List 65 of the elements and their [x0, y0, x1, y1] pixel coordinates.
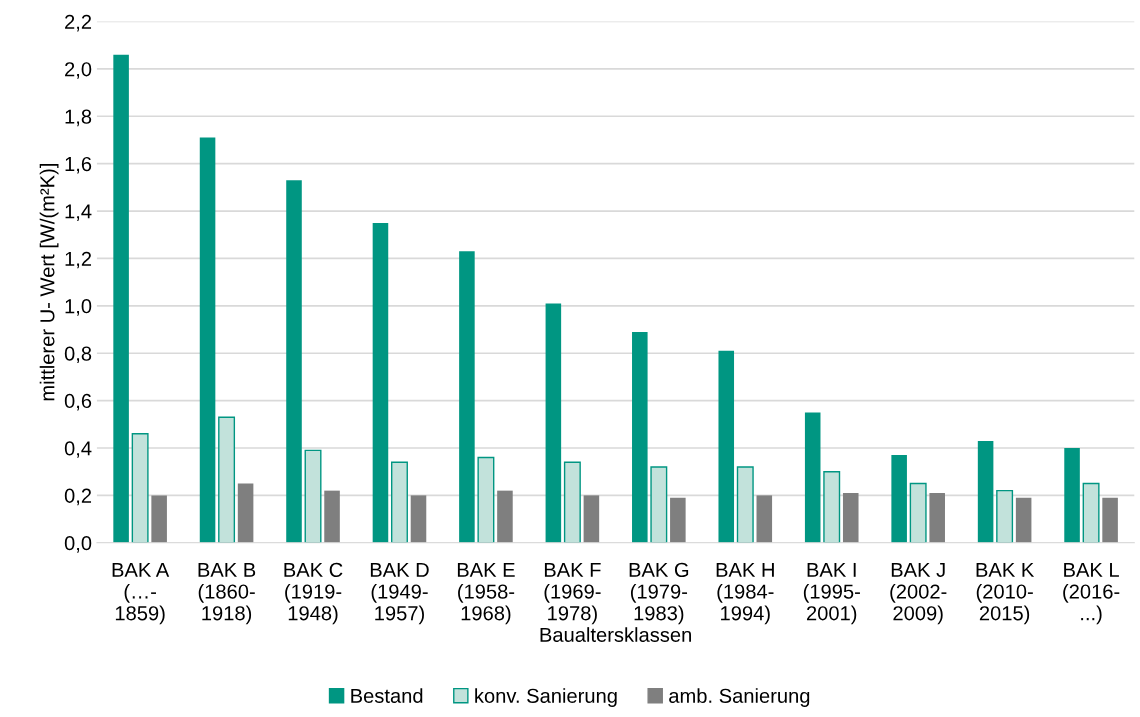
bar [756, 495, 773, 543]
x-tick-label: BAK D (1949- 1957) [370, 562, 429, 625]
y-tick-label: 1,4 [65, 204, 92, 221]
bar [736, 466, 754, 543]
legend-label: Bestand [351, 688, 423, 703]
bar [929, 493, 945, 543]
bar [842, 493, 859, 543]
y-tick-label: 0,6 [64, 393, 92, 411]
bar [237, 483, 254, 543]
bar [996, 489, 1014, 543]
legend-label: amb. Sanierung [669, 688, 810, 707]
y-tick-label: 2,2 [65, 14, 92, 32]
x-tick-label: BAK J (2002- 2009) [890, 562, 947, 625]
x-tick-label: BAK A (…- 1859) [112, 562, 170, 625]
bar [459, 251, 475, 543]
x-tick-label: BAK F (1969- 1978) [544, 562, 601, 625]
bar [804, 412, 821, 543]
legend-label: konv. Sanierung [475, 688, 617, 707]
bar [151, 495, 167, 543]
bar [718, 350, 735, 543]
bar [563, 461, 581, 543]
bar [131, 433, 149, 543]
bar [113, 54, 129, 543]
bar [218, 416, 236, 543]
bar [1102, 497, 1118, 543]
x-tick-label: BAK I (1995- 2001) [803, 562, 860, 625]
y-tick-label: 0,8 [64, 346, 92, 364]
bar [1015, 497, 1032, 543]
y-tick-label: 0,4 [64, 441, 92, 458]
bar [286, 180, 302, 543]
bar [372, 222, 389, 543]
bar [390, 461, 408, 543]
y-tick-label: 0,2 [64, 488, 92, 506]
bar [632, 331, 648, 543]
y-tick-label: 1,2 [65, 251, 92, 269]
bar [823, 470, 841, 543]
bar [670, 497, 686, 543]
x-tick-label: BAK L (2016- ...) [1063, 562, 1120, 625]
bar [545, 303, 562, 543]
y-tick-label: 1,8 [65, 109, 92, 127]
y-tick-label: 1,6 [65, 156, 92, 174]
bar [583, 495, 600, 543]
x-tick-label: BAK G (1979- 1983) [629, 562, 689, 625]
bar [909, 482, 927, 543]
y-tick-label: 2,0 [65, 62, 92, 79]
x-tick-label: BAK K (2010- 2015) [976, 562, 1035, 625]
bar [304, 449, 322, 543]
x-tick-label: BAK C (1919- 1948) [284, 562, 343, 625]
bar [977, 440, 994, 543]
bar [477, 456, 495, 543]
bar [410, 495, 427, 543]
y-tick-label: 1,0 [65, 299, 92, 316]
bar [497, 490, 513, 543]
x-axis-title: Baualtersklassen [540, 627, 691, 642]
bar [891, 455, 907, 543]
x-tick-label: BAK B (1860- 1918) [198, 562, 256, 625]
bar [199, 137, 216, 543]
bar [1064, 447, 1080, 543]
bar [324, 490, 340, 543]
y-axis-title: mittlerer U- Wert [W/(m²K)] [39, 164, 59, 401]
bar [1082, 482, 1100, 543]
bar [650, 466, 668, 543]
x-tick-label: BAK E (1958- 1968) [457, 562, 515, 625]
x-tick-label: BAK H (1984- 1994) [716, 562, 774, 625]
y-tick-label: 0,0 [64, 536, 92, 553]
